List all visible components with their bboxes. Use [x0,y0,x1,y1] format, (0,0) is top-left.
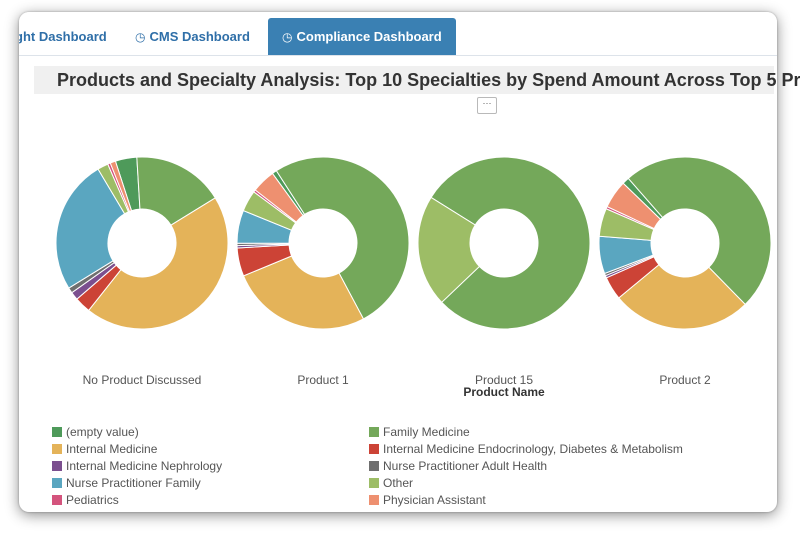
legend-swatch [369,444,379,454]
legend-item[interactable]: Internal Medicine [52,442,157,456]
legend-item[interactable]: (empty value) [52,425,139,439]
legend-swatch [52,444,62,454]
legend-item[interactable]: Family Medicine [369,425,470,439]
pie-slice[interactable] [618,264,746,330]
legend-swatch [369,461,379,471]
pie-slice[interactable] [275,156,410,320]
pie-slice[interactable] [87,197,229,330]
legend-label: Nurse Practitioner Adult Health [383,459,548,473]
legend-swatch [52,461,62,471]
chart-title: Products and Specialty Analysis: Top 10 … [57,70,800,90]
legend-label: Family Medicine [383,425,470,439]
legend-swatch [369,427,379,437]
tab-bar: ght Dashboard ◷ CMS Dashboard ◷ Compliance… [19,12,777,56]
tab-label: ght Dashboard [19,29,107,44]
x-axis-label: Product Name [463,385,545,399]
pie-slice[interactable] [430,156,591,330]
chart-menu-button[interactable]: ··· [477,97,497,114]
chart-title-band [34,66,774,94]
legend-item[interactable]: Nurse Practitioner Adult Health [369,459,547,473]
legend-label: Physician Assistant [383,493,486,507]
legend-item[interactable]: Internal Medicine Nephrology [52,459,222,473]
category-label: Product 1 [297,373,349,387]
legend-item[interactable]: Physician Assistant [369,493,486,507]
category-label: Product 2 [659,373,711,387]
pie-slice[interactable] [417,196,481,304]
legend-label: (empty value) [66,425,139,439]
legend-label: Internal Medicine [66,442,158,456]
clock-gauge-icon: ◷ [282,30,293,44]
legend-item[interactable]: Other [369,476,413,490]
legend-swatch [52,495,62,505]
legend-swatch [369,478,379,488]
legend-label: Other [383,476,414,490]
legend-label: Pediatrics [66,493,119,507]
legend-swatch [369,495,379,505]
legend-label: Internal Medicine Endocrinology, Diabete… [383,442,683,456]
legend-label: Internal Medicine Nephrology [66,459,223,473]
pie-slice[interactable] [242,255,365,330]
clock-gauge-icon: ◷ [135,30,146,44]
pie-slice[interactable] [606,182,662,230]
tab-cms-dashboard[interactable]: ◷ CMS Dashboard [135,18,250,55]
tab-label: CMS Dashboard [149,29,250,44]
pie-slice[interactable] [55,168,126,289]
tab-insight-dashboard[interactable]: ght Dashboard [19,18,107,55]
legend-item[interactable]: Nurse Practitioner Family [52,476,201,490]
tab-compliance-dashboard[interactable]: ◷ Compliance Dashboard [268,18,456,55]
legend-label: Nurse Practitioner Family [66,476,201,490]
legend-item[interactable]: Internal Medicine Endocrinology, Diabete… [369,442,683,456]
legend-swatch [52,427,62,437]
category-label: Product 15 [474,373,534,387]
pie-slice[interactable] [254,172,304,223]
pie-slice[interactable] [136,156,216,226]
category-label: No Product Discussed [82,373,202,387]
legend-item[interactable]: Pediatrics [52,493,119,507]
tab-label: Compliance Dashboard [296,29,442,44]
pie-slice[interactable] [627,156,772,306]
pie-slice[interactable] [109,160,133,213]
legend-swatch [52,478,62,488]
